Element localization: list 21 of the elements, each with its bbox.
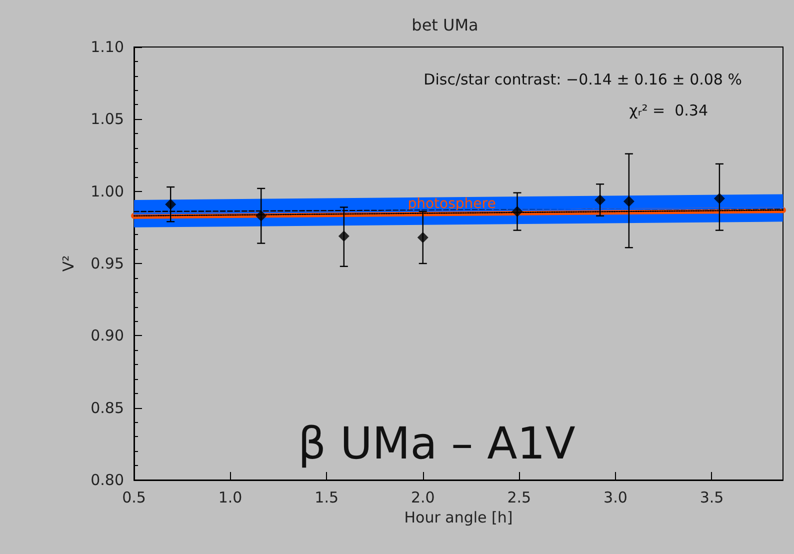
annotation: β UMa – A1V	[298, 418, 576, 470]
y-tick-label: 1.00	[90, 182, 124, 200]
y-tick-label: 0.95	[90, 254, 124, 272]
x-tick-label: 1.5	[314, 488, 339, 506]
x-tick-label: 0.5	[122, 488, 146, 506]
x-tick-label: 3.5	[700, 488, 724, 506]
y-tick-label: 0.85	[90, 398, 124, 417]
x-tick-label: 2.0	[410, 488, 435, 506]
x-tick-label: 3.0	[604, 488, 628, 506]
x-tick-label: 1.0	[218, 488, 242, 506]
annotation: χᵣ² = 0.34	[629, 102, 708, 120]
y-axis-title: V²	[60, 255, 78, 272]
y-tick-label: 1.05	[90, 110, 124, 128]
y-tick-label: 0.80	[90, 471, 124, 489]
y-tick-label: 0.90	[90, 326, 124, 345]
chart-title: bet UMa	[412, 16, 478, 34]
y-tick-label: 1.10	[90, 38, 124, 56]
annotation: Disc/star contrast: −0.14 ± 0.16 ± 0.08 %	[424, 70, 742, 88]
series-label: photosphere	[408, 196, 496, 212]
x-axis-title: Hour angle [h]	[404, 508, 513, 526]
x-tick-label: 2.5	[507, 488, 532, 506]
